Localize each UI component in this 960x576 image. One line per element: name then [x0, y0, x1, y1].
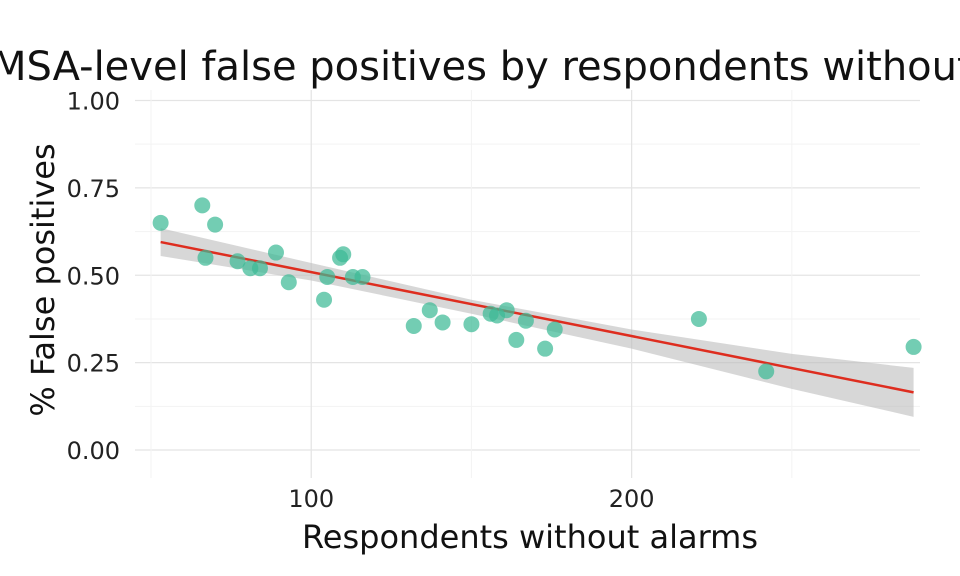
y-tick-label: 0.25	[67, 350, 120, 378]
data-point	[546, 321, 563, 338]
y-tick-label: 1.00	[67, 87, 120, 115]
y-axis-title: % False positives	[24, 143, 62, 416]
data-point	[905, 338, 922, 355]
chart-title: MSA-level false positives by respondents…	[0, 44, 960, 90]
data-point	[517, 312, 534, 329]
data-point	[267, 244, 284, 261]
x-tick-label: 100	[288, 485, 334, 513]
data-point	[405, 317, 422, 334]
y-tick-label: 0.00	[67, 437, 120, 465]
regression-line	[160, 240, 914, 394]
x-tick-label: 200	[609, 485, 655, 513]
data-point	[207, 216, 224, 233]
data-point	[280, 274, 297, 291]
data-point	[758, 363, 775, 380]
data-point	[498, 302, 515, 319]
data-point	[463, 316, 480, 333]
data-point	[354, 269, 371, 286]
fit-line	[160, 240, 914, 394]
data-point	[434, 314, 451, 331]
data-point	[316, 291, 333, 308]
data-point	[690, 310, 707, 327]
data-point	[421, 302, 438, 319]
data-points	[152, 197, 922, 380]
y-tick-label: 0.50	[67, 262, 120, 290]
data-point	[537, 340, 554, 357]
data-point	[194, 197, 211, 214]
x-tick-labels: 100 200	[288, 485, 654, 513]
data-point	[152, 214, 169, 231]
data-point	[197, 249, 214, 266]
x-axis-title: Respondents without alarms	[302, 518, 758, 556]
y-tick-labels: 0.00 0.25 0.50 0.75 1.00	[67, 87, 120, 465]
data-point	[335, 246, 352, 263]
data-point	[508, 331, 525, 348]
data-point	[251, 260, 268, 277]
data-point	[319, 269, 336, 286]
data-point	[229, 253, 246, 270]
grid-lines	[135, 90, 920, 478]
y-tick-label: 0.75	[67, 175, 120, 203]
